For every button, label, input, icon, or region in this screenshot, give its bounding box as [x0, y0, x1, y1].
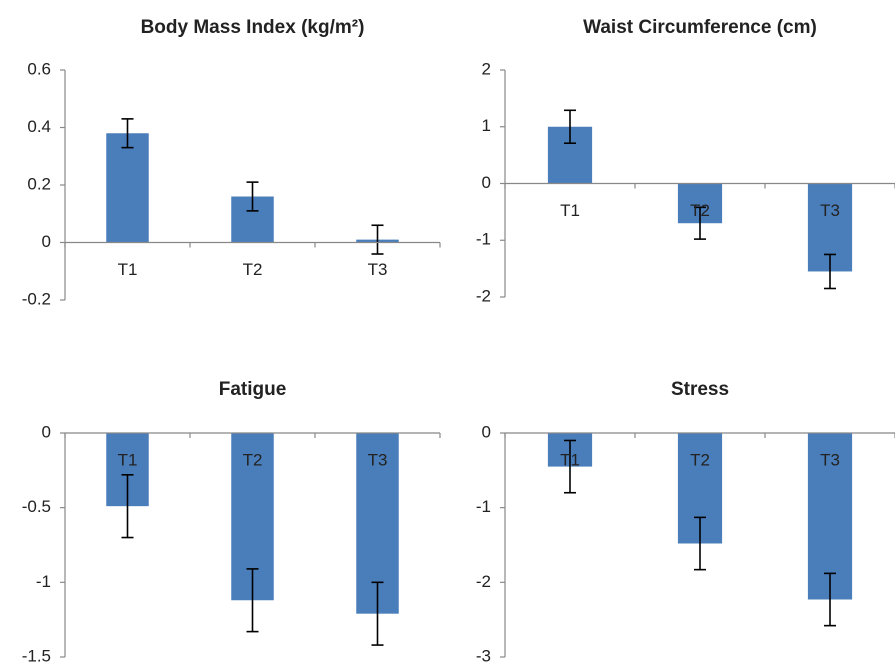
- y-tick-label: 0.6: [27, 59, 51, 78]
- y-tick-label: -3: [476, 646, 491, 665]
- y-tick-label: 0: [482, 422, 491, 441]
- y-tick-label: 0.4: [27, 117, 51, 136]
- x-tick-label: T3: [368, 450, 388, 469]
- y-tick-label: -2: [476, 572, 491, 591]
- y-tick-label: 2: [482, 59, 491, 78]
- x-tick-label: T3: [368, 260, 388, 279]
- y-tick-label: -0.5: [22, 497, 51, 516]
- y-tick-label: -0.2: [22, 289, 51, 308]
- x-tick-label: T3: [820, 450, 840, 469]
- chart-title: Waist Circumference (cm): [583, 17, 817, 38]
- bar: [807, 433, 853, 600]
- bar: [106, 133, 149, 243]
- x-tick-label: T3: [820, 201, 840, 220]
- chart-title: Stress: [671, 379, 729, 400]
- x-tick-label: T2: [690, 450, 710, 469]
- x-tick-label: T1: [118, 260, 138, 279]
- x-tick-label: T1: [118, 450, 138, 469]
- x-tick-label: T2: [690, 201, 710, 220]
- y-tick-label: 0: [42, 422, 51, 441]
- y-tick-label: -2: [476, 286, 491, 305]
- y-tick-label: 1: [482, 116, 491, 135]
- y-tick-label: -1: [476, 497, 491, 516]
- y-tick-label: -1: [476, 230, 491, 249]
- y-tick-label: 0.2: [27, 174, 51, 193]
- chart-title: Fatigue: [219, 379, 287, 400]
- y-tick-label: -1.5: [22, 646, 51, 665]
- x-tick-label: T2: [243, 450, 263, 469]
- x-tick-label: T2: [243, 260, 263, 279]
- y-tick-label: 0: [482, 173, 491, 192]
- x-tick-label: T1: [560, 450, 580, 469]
- y-tick-label: -1: [36, 572, 51, 591]
- y-tick-label: 0: [42, 232, 51, 251]
- chart-title: Body Mass Index (kg/m²): [141, 17, 365, 38]
- x-tick-label: T1: [560, 201, 580, 220]
